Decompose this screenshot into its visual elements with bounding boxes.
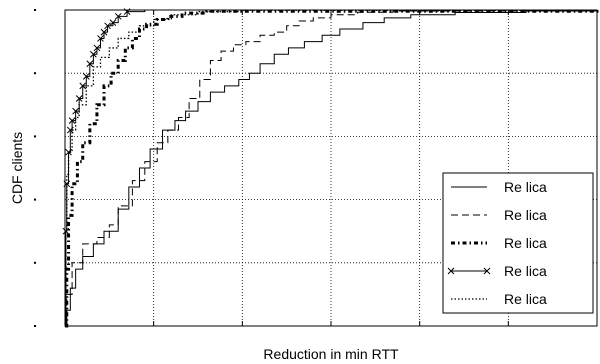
legend-marker-4 (483, 267, 491, 275)
series-line-3 (65, 9, 599, 328)
series-marker-4 (90, 50, 97, 58)
legend-label-3: Re lica (504, 235, 547, 251)
series-marker-4 (104, 22, 111, 30)
series-marker-4 (123, 8, 131, 15)
series-marker-4 (114, 12, 122, 20)
series-marker-4 (75, 95, 83, 102)
legend-marker-4 (447, 267, 455, 275)
legend: Re lica Re lica Re lica Re lica Re lica (442, 172, 594, 314)
series-marker-4 (86, 60, 94, 68)
series-marker-4 (109, 19, 117, 26)
series-marker-4 (100, 28, 108, 36)
legend-entries: Re lica Re lica Re lica Re lica Re lica (447, 179, 547, 307)
y-axis-label: CDF clients (9, 132, 25, 204)
series-marker-4 (79, 82, 87, 90)
series-group (62, 8, 599, 328)
legend-label-5: Re lica (504, 291, 547, 307)
series-marker-4 (82, 73, 90, 80)
x-axis-label: Reduction in min RTT (263, 346, 399, 362)
y-tick-mark (34, 261, 36, 264)
series-marker-4 (66, 126, 74, 134)
series-line-5 (65, 9, 598, 327)
series-marker-4 (72, 107, 79, 115)
series-marker-4 (65, 148, 72, 156)
y-tick-mark (34, 325, 36, 327)
y-tick-mark (34, 9, 36, 11)
series-line-4 (65, 9, 597, 327)
series-marker-4 (68, 117, 76, 124)
y-tick-mark (34, 198, 36, 201)
legend-label-4: Re lica (504, 263, 547, 279)
series-line-2 (65, 10, 598, 327)
series-marker-4 (97, 35, 104, 42)
legend-label-2: Re lica (504, 207, 547, 223)
series-marker-4 (93, 44, 101, 52)
y-tick-mark (34, 72, 36, 75)
legend-box (442, 172, 594, 314)
legend-label-1: Re lica (504, 179, 547, 195)
axis-ticks (34, 9, 509, 327)
y-tick-mark (34, 135, 36, 138)
